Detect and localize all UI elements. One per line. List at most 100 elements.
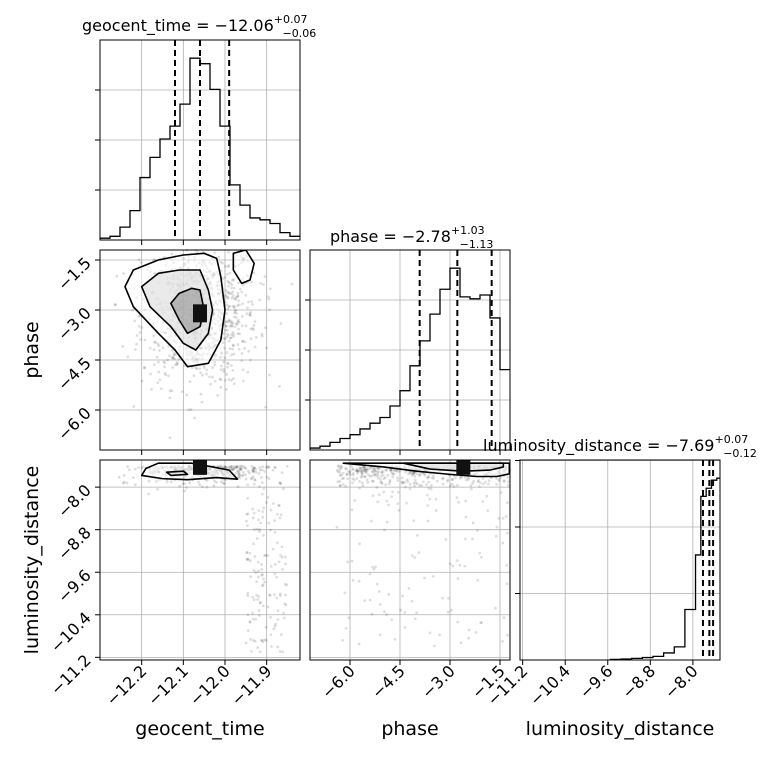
sample-point <box>279 553 282 557</box>
sample-point <box>254 470 258 474</box>
sample-point <box>271 502 275 505</box>
ytick-label: −4.5 <box>54 353 95 394</box>
sample-point <box>423 576 427 580</box>
sample-point <box>467 477 470 481</box>
sample-point <box>260 567 264 571</box>
sample-point <box>225 324 228 328</box>
sample-point <box>252 328 255 331</box>
sample-point <box>248 471 251 475</box>
sample-point <box>372 473 376 477</box>
sample-point <box>351 481 354 485</box>
sample-point <box>265 500 268 504</box>
sample-point <box>232 377 235 380</box>
sample-point <box>261 492 264 496</box>
sample-point <box>455 559 459 563</box>
sample-point <box>382 477 386 480</box>
sample-point <box>368 474 372 478</box>
sample-point <box>240 290 244 294</box>
sample-point <box>223 346 227 350</box>
sample-point <box>232 304 236 308</box>
sample-point <box>231 465 234 469</box>
sample-point <box>425 483 429 487</box>
sample-point <box>226 272 229 276</box>
sample-point <box>356 470 360 473</box>
sample-point <box>403 481 406 484</box>
sample-point <box>338 470 342 474</box>
sample-point <box>463 537 467 541</box>
sample-point <box>347 616 351 620</box>
sample-point <box>243 473 247 477</box>
sample-point <box>216 393 220 397</box>
sample-point <box>133 348 137 351</box>
sample-point <box>415 482 419 486</box>
sample-point <box>284 562 288 566</box>
sample-point <box>253 639 257 643</box>
sample-point <box>263 580 267 584</box>
sample-point <box>358 542 361 546</box>
sample-point <box>413 617 417 621</box>
sample-point <box>360 469 364 472</box>
sample-point <box>276 512 279 516</box>
sample-point <box>223 276 227 279</box>
sample-point <box>234 298 238 301</box>
sample-point <box>435 479 439 483</box>
sample-point <box>361 484 365 488</box>
sample-point <box>227 281 231 284</box>
sample-point <box>225 296 229 300</box>
sample-point <box>407 472 410 476</box>
sample-point <box>226 296 230 299</box>
sample-point <box>269 615 272 619</box>
sample-point <box>441 477 445 481</box>
sample-point <box>354 469 358 472</box>
sample-point <box>259 521 263 525</box>
sample-point <box>261 584 264 588</box>
sample-point <box>401 480 405 484</box>
sample-point <box>243 346 247 350</box>
sample-point <box>194 366 198 370</box>
sample-point <box>410 599 414 603</box>
sample-point <box>405 501 408 505</box>
sample-point <box>213 363 217 367</box>
sample-point <box>376 470 379 474</box>
sample-point <box>252 482 256 486</box>
sample-point <box>451 477 454 481</box>
sample-point <box>370 612 374 616</box>
sample-point <box>219 385 223 389</box>
sample-point <box>236 343 240 347</box>
sample-point <box>269 633 273 637</box>
sample-point <box>249 575 252 579</box>
sample-point <box>243 466 247 470</box>
sample-point <box>340 465 344 469</box>
sample-point <box>335 468 339 472</box>
sample-point <box>221 277 225 281</box>
sample-point <box>239 468 243 472</box>
sample-point <box>258 601 262 605</box>
xtick-label: −3.0 <box>418 661 459 702</box>
sample-point <box>345 472 349 476</box>
xtick-label: −12.0 <box>186 661 234 709</box>
sample-point <box>149 372 153 376</box>
panel-frame <box>519 459 721 661</box>
sample-point <box>250 300 253 303</box>
sample-point <box>249 313 252 317</box>
sample-point <box>251 467 255 471</box>
sample-point <box>199 371 203 374</box>
sample-point <box>278 594 282 598</box>
sample-point <box>340 473 343 477</box>
sample-point <box>506 633 509 637</box>
sample-point <box>248 551 252 555</box>
sample-point <box>357 469 361 473</box>
sample-point <box>231 294 235 298</box>
sample-point <box>355 477 359 480</box>
sample-point <box>502 479 506 482</box>
sample-point <box>181 482 185 486</box>
sample-point <box>471 481 475 485</box>
sample-point <box>371 479 374 483</box>
sample-point <box>389 469 393 473</box>
sample-point <box>228 292 232 296</box>
sample-point <box>183 489 187 493</box>
sample-point <box>390 618 394 622</box>
sample-point <box>363 475 367 479</box>
sample-point <box>237 473 241 477</box>
sample-point <box>140 379 144 383</box>
